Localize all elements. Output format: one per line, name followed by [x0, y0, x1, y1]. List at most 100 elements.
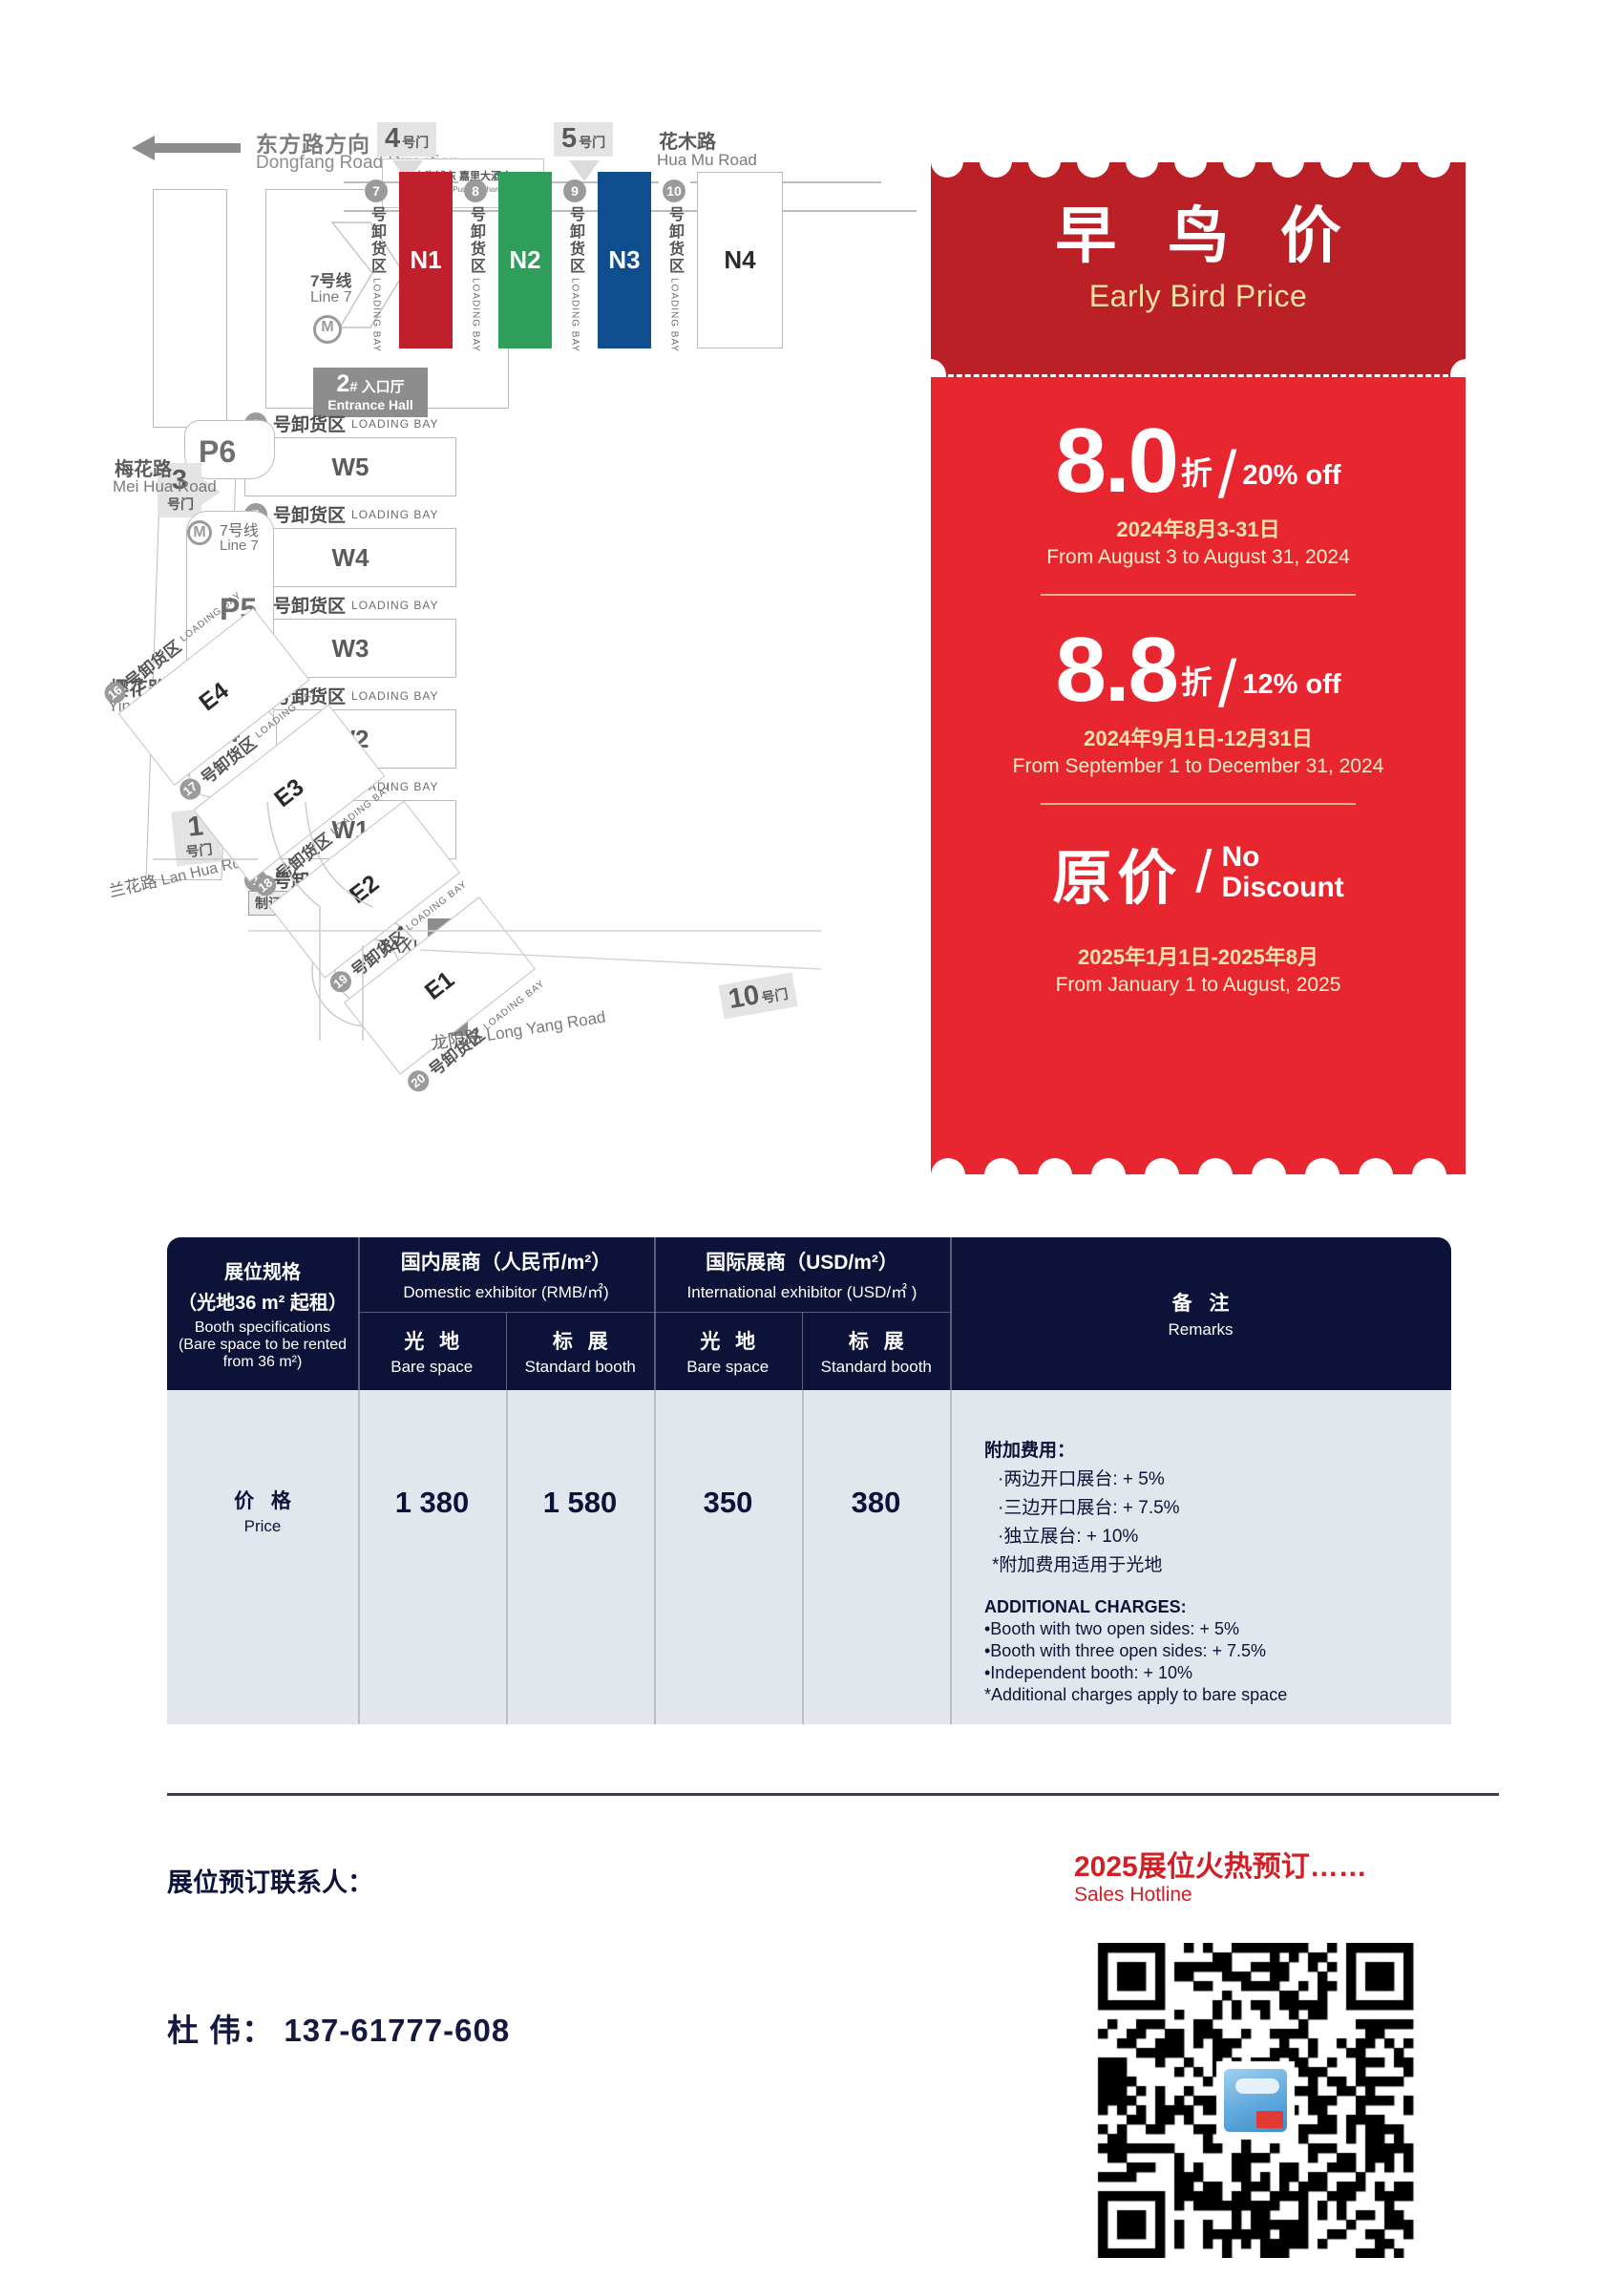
- loading-bay-7-cn: 号卸货区: [369, 206, 385, 275]
- loading-bay-3-en: LOADING BAY: [351, 688, 439, 703]
- header-booth-spec: 展位规格 （光地36 m² 起租） Booth specifications (…: [167, 1237, 358, 1390]
- sales-hotline-cn: 2025展位火热预订……: [1074, 1851, 1367, 1883]
- qr-code[interactable]: [1093, 1943, 1418, 2258]
- gate-3-arrow-icon: [198, 475, 221, 508]
- early-bird-coupon: 早 鸟 价 Early Bird Price 8.0 折 / 20% off 2…: [914, 161, 1483, 1175]
- qr-code-logo-icon: [1220, 2065, 1291, 2136]
- original-price-en-line1: No: [1221, 841, 1260, 874]
- original-price-date-en: From January 1 to August, 2025: [1055, 973, 1341, 996]
- qr-logo-flag-icon: [1256, 2111, 1283, 2128]
- header-domestic-cn: 国内展商（人民币/m²）: [400, 1252, 612, 1274]
- contact-person: 杜 伟： 137-61777-608: [167, 2013, 511, 2048]
- block-left-top: [153, 189, 227, 428]
- loading-bay-6-cn: 号卸货区: [273, 415, 347, 435]
- remarks-gap: [984, 1576, 1451, 1597]
- hall-N1: N1: [399, 172, 453, 348]
- parking-P6-label: P6: [199, 434, 237, 469]
- metro-line7-label-cn: 7号线: [310, 272, 352, 290]
- road-huamu-cn: 花木路: [659, 132, 716, 153]
- coupon-header: 早 鸟 价 Early Bird Price: [931, 161, 1466, 377]
- entrance-hall-2-hash: #: [349, 379, 358, 395]
- gate-4-badge: 4 号门: [377, 122, 437, 157]
- remarks-en-item-1: •Booth with two open sides: + 5%: [984, 1619, 1239, 1638]
- loading-bay-7-en: LOADING BAY: [370, 278, 382, 353]
- deal-1-off: 20% off: [1242, 460, 1341, 492]
- deal-2-slash-icon: /: [1217, 646, 1237, 722]
- metro-line7-mid-cn: 7号线: [220, 523, 259, 539]
- remarks-cn-item-1: ·两边开口展台: + 5%: [998, 1469, 1165, 1489]
- header-group-international: 国际展商（USD/m²） International exhibitor (US…: [654, 1237, 950, 1390]
- header-domestic-bare: 光 地 Bare space: [358, 1313, 506, 1390]
- loading-bay-8-en: LOADING BAY: [470, 278, 481, 353]
- metro-icon-mid: [187, 520, 212, 545]
- header-international-standard: 标 展 Standard booth: [801, 1313, 951, 1390]
- header-domestic-standard: 标 展 Standard booth: [505, 1313, 655, 1390]
- loading-bay-10: 10 号卸货区 LOADING BAY: [655, 179, 693, 352]
- entrance-hall-2-en: Entrance Hall: [327, 397, 413, 412]
- gate-4-suffix: 号门: [402, 135, 430, 150]
- header-separator-3: [950, 1237, 952, 1390]
- loading-bay-7-number: 7: [365, 179, 388, 202]
- coupon-perforation: [931, 374, 1466, 377]
- remarks-en-title: ADDITIONAL CHARGES:: [984, 1597, 1187, 1616]
- loading-bay-8: 8 号卸货区 LOADING BAY: [456, 179, 495, 352]
- body-separator-4: [802, 1390, 804, 1724]
- price-table-body: 价 格 Price 1 380 1 580 350 380 附加费用： ·两边开…: [167, 1390, 1451, 1724]
- entrance-hall-2: 2 # 入口厅 Entrance Hall: [313, 368, 428, 417]
- gate-3-suffix: 号门: [167, 496, 194, 512]
- body-separator-5: [950, 1390, 952, 1724]
- deal-2: 8.8 折 / 12% off 2024年9月1日-12月31日 From Se…: [931, 596, 1466, 778]
- road-line-top3: [690, 181, 881, 183]
- gate-3-number: 3: [171, 465, 188, 496]
- footer-divider: [167, 1793, 1499, 1796]
- gate-4-number: 4: [385, 123, 401, 154]
- taxi-dot-icon: [398, 926, 403, 931]
- header-international-standard-cn: 标 展: [848, 1331, 909, 1353]
- loading-bay-9-en: LOADING BAY: [569, 278, 580, 353]
- loading-bay-9: 9 号卸货区 LOADING BAY: [556, 179, 594, 352]
- original-price-slash-icon: /: [1195, 839, 1213, 906]
- metro-line7-label-en: Line 7: [310, 289, 352, 306]
- metro-icon-top: [313, 315, 342, 344]
- body-separator-3: [654, 1390, 656, 1724]
- header-remarks: 备 注 Remarks: [950, 1237, 1451, 1390]
- header-remarks-en: Remarks: [1168, 1320, 1234, 1339]
- remarks-cn-item-3: ·独立展台: + 10%: [998, 1527, 1139, 1547]
- road-meihua-en: Mei Hua Road: [113, 477, 217, 496]
- deal-2-number: 8.8: [1055, 618, 1178, 721]
- remarks-cn-title: 附加费用：: [984, 1441, 1076, 1461]
- qr-logo-cloud-icon: [1235, 2078, 1279, 2094]
- gate-5-arrow-icon: [569, 160, 600, 181]
- hotel-name-en: Kerry Hotel Pudong Shanghai: [412, 185, 514, 194]
- deal-1: 8.0 折 / 20% off 2024年8月3-31日 From August…: [931, 377, 1466, 569]
- header-booth-spec-l1: 展位规格: [224, 1262, 301, 1283]
- road-line-top2: [516, 181, 659, 183]
- deal-1-zhe: 折: [1180, 455, 1213, 492]
- coupon-title-en: Early Bird Price: [1088, 279, 1308, 313]
- road-lanhua-cn: 兰花路: [107, 872, 159, 901]
- row-price-label-en: Price: [243, 1517, 282, 1535]
- row-price-label: 价 格 Price: [167, 1390, 358, 1724]
- deal-2-zhe: 折: [1180, 664, 1213, 701]
- deal-1-number: 8.0: [1055, 410, 1178, 512]
- header-international-standard-en: Standard booth: [820, 1358, 932, 1376]
- loading-bay-8-cn: 号卸货区: [468, 206, 484, 275]
- header-international-cn: 国际展商（USD/m²）: [706, 1252, 898, 1274]
- row-price-label-cn: 价 格: [234, 1490, 297, 1512]
- sales-hotline-en: Sales Hotline: [1074, 1884, 1192, 1906]
- entrance-hall-2-number: 2: [336, 370, 350, 397]
- remarks-en-item-3: •Independent booth: + 10%: [984, 1663, 1192, 1682]
- hall-W3-label: W3: [331, 633, 369, 663]
- header-domestic-bare-cn: 光 地: [404, 1331, 465, 1353]
- coupon-divider-2: [1041, 803, 1356, 805]
- deal-2-date-cn: 2024年9月1日-12月31日: [1084, 727, 1313, 751]
- original-price-en-line2: Discount: [1221, 871, 1344, 903]
- hall-N2: N2: [498, 172, 552, 348]
- remarks-en-note: *Additional charges apply to bare space: [984, 1685, 1288, 1704]
- header-domestic-standard-en: Standard booth: [524, 1358, 636, 1376]
- loading-bay-4-cn: 号卸货区: [273, 597, 347, 617]
- header-separator-1: [358, 1237, 360, 1390]
- cell-remarks: 附加费用： ·两边开口展台: + 5% ·三边开口展台: + 7.5% ·独立展…: [950, 1390, 1451, 1724]
- road-meihua-cn: 梅花路: [115, 459, 172, 480]
- direction-arrow-icon: [132, 136, 241, 160]
